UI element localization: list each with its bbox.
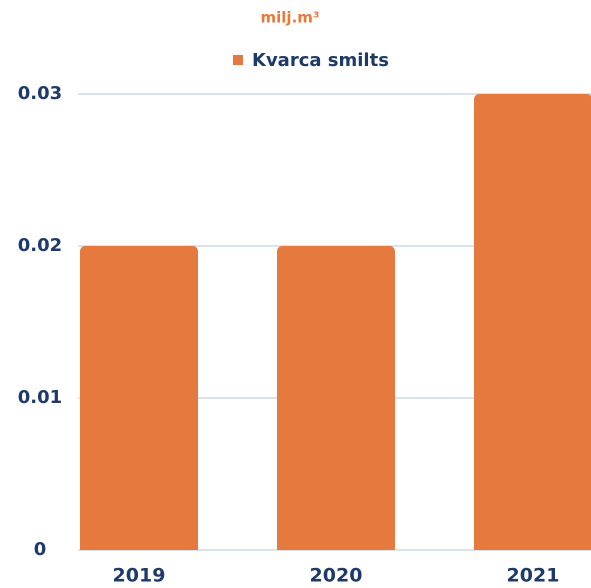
chart-title: milj.m³ xyxy=(261,9,320,27)
bar xyxy=(80,246,198,550)
x-tick-label: 2019 xyxy=(113,565,166,587)
bar xyxy=(474,94,591,550)
legend-label: Kvarca smilts xyxy=(252,50,389,71)
y-tick-label: 0.01 xyxy=(18,387,62,408)
y-tick-label: 0.02 xyxy=(18,235,62,256)
x-tick-label: 2020 xyxy=(310,565,363,587)
y-tick-label: 0.03 xyxy=(18,83,62,104)
legend-swatch xyxy=(233,55,243,65)
x-tick-label: 2021 xyxy=(507,565,560,587)
y-tick-label: 0 xyxy=(34,539,47,560)
bar xyxy=(277,246,395,550)
